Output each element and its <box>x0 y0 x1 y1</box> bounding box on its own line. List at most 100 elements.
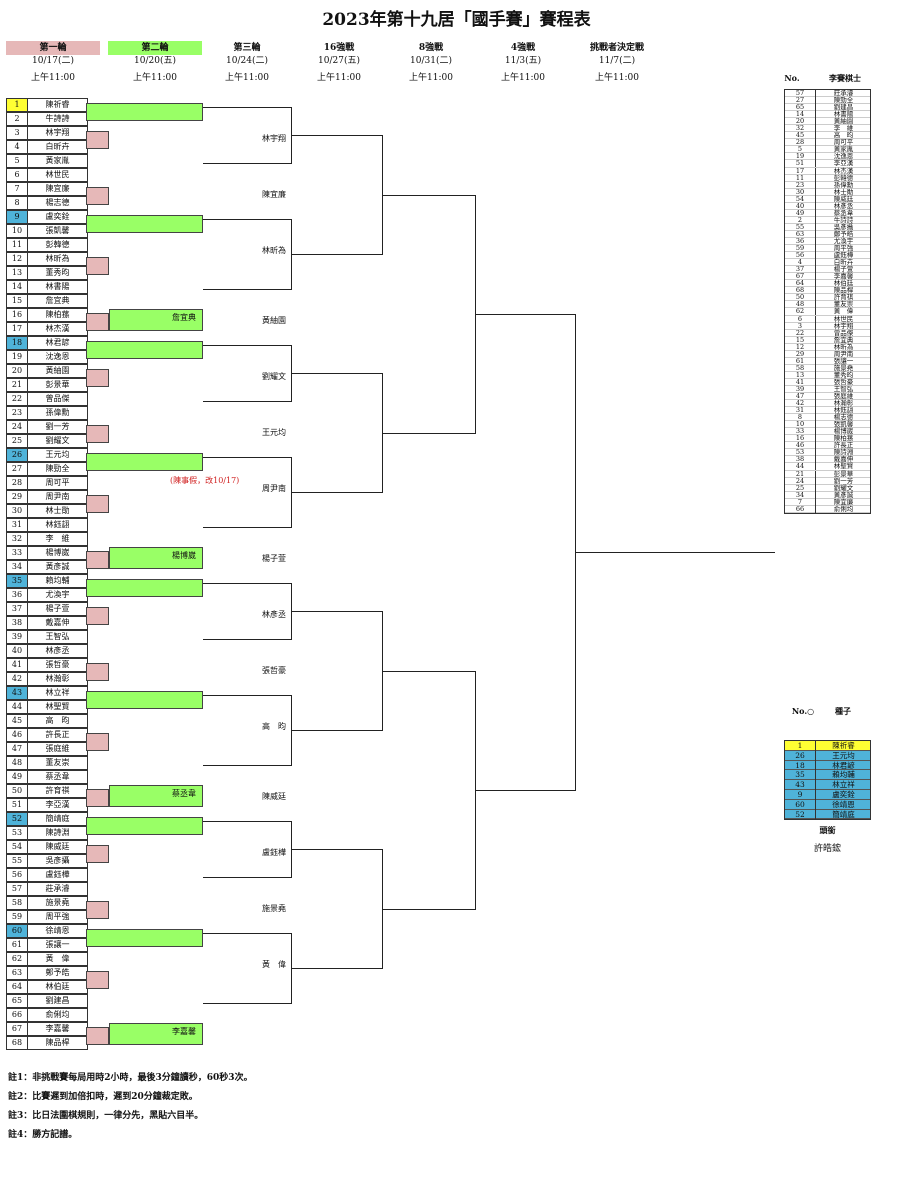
referee-number: 44 <box>795 462 805 471</box>
round1-match <box>86 901 109 919</box>
bracket-line <box>382 373 383 493</box>
player-number: 11 <box>7 239 28 251</box>
referee-row: 3 林宇翔 <box>785 322 870 330</box>
referee-name: 盧鈺樺 <box>815 252 871 260</box>
round2-match <box>86 215 203 233</box>
seed-row: 60 徐靖恩 <box>785 799 870 810</box>
seed-row: 9 盧奕銓 <box>785 789 870 800</box>
referee-row: 66 俞俐均 <box>785 505 870 513</box>
round-header: 16強戰 10/27(五) 上午11:00 <box>292 41 386 84</box>
referee-number: 21 <box>795 469 805 478</box>
player-name: 彭韓德 <box>45 240 70 249</box>
bracket-line <box>203 1003 292 1004</box>
referee-name: 張凱馨 <box>815 421 871 429</box>
referee-row: 54 陳威廷 <box>785 194 870 203</box>
referee-row: 14 林書陽 <box>785 111 870 119</box>
referee-number: 45 <box>795 131 805 140</box>
referee-name: 白昕卉 <box>815 259 871 267</box>
referee-number: 56 <box>795 251 805 260</box>
player-number: 5 <box>7 155 28 167</box>
referee-name: 黃家胤 <box>815 146 871 154</box>
player-number: 28 <box>7 477 28 489</box>
player-number: 37 <box>7 603 28 615</box>
referee-name: 莊承濬 <box>815 90 871 97</box>
referee-row: 34 黃彥誠 <box>785 491 870 499</box>
round-header: 第三輪 10/24(二) 上午11:00 <box>200 41 294 84</box>
player-row: 49 蔡丞韋 <box>6 770 88 784</box>
referee-row: 4 白昕卉 <box>785 258 871 267</box>
seed-number: 18 <box>795 760 805 770</box>
round3-winner-label: 張哲豪 <box>262 666 286 675</box>
player-name: 徐靖恩 <box>45 926 70 935</box>
player-number: 53 <box>7 827 28 839</box>
player-row: 6 林世民 <box>6 168 88 182</box>
player-row: 52 簡靖庭 <box>6 812 88 826</box>
referee-row: 49 蔡丞韋 <box>785 208 870 217</box>
round-date: 10/20(五) <box>134 56 176 66</box>
referee-number: 49 <box>795 208 805 217</box>
player-number: 20 <box>7 365 28 377</box>
referee-number: 50 <box>795 293 805 302</box>
referee-name: 林昕為 <box>815 343 871 351</box>
player-row: 56 盧鈺樺 <box>6 868 88 882</box>
player-row: 18 林君諺 <box>6 336 88 350</box>
player-name: 高 昀 <box>45 716 70 725</box>
player-number: 44 <box>7 701 28 713</box>
player-row: 40 林彥丞 <box>6 644 88 658</box>
player-row: 8 楊志德 <box>6 196 88 210</box>
seed-header-name: 種子 <box>835 706 851 716</box>
referee-row: 20 黃紬園 <box>785 118 870 126</box>
round-header: 第一輪 10/17(二) 上午11:00 <box>6 41 100 84</box>
bracket-line <box>203 401 292 402</box>
bracket-line <box>382 611 383 731</box>
referee-row: 58 施景堯 <box>785 364 870 372</box>
referee-number: 4 <box>797 258 803 267</box>
referee-row: 12 林昕為 <box>785 343 871 351</box>
player-row: 48 董友崇 <box>6 756 88 770</box>
bracket-line <box>476 313 575 315</box>
seed-row: 52 簡靖庭 <box>785 809 870 820</box>
player-row: 54 陳威廷 <box>6 840 88 854</box>
player-number: 13 <box>7 267 28 279</box>
player-name: 張哲豪 <box>45 660 70 669</box>
seed-row: 26 王元均 <box>785 750 870 761</box>
referee-row: 55 吳彥攝 <box>785 223 870 231</box>
player-number: 18 <box>7 337 28 349</box>
round2-winner-label: 詹宜典 <box>172 313 196 322</box>
referee-name: 許育祺 <box>815 294 871 302</box>
player-number: 22 <box>7 393 28 405</box>
player-row: 25 劉耀文 <box>6 434 88 448</box>
player-row: 15 詹宜典 <box>6 294 88 308</box>
referee-row: 13 董秀昀 <box>785 371 870 379</box>
referee-number: 2 <box>797 215 803 224</box>
player-number: 32 <box>7 533 28 545</box>
player-number: 66 <box>7 1009 28 1021</box>
referee-name: 曾品傑 <box>815 329 871 337</box>
referee-name: 黃 偉 <box>815 308 871 316</box>
referee-row: 6 林世民 <box>785 315 870 323</box>
player-name: 尤渙宇 <box>45 590 70 599</box>
player-number: 63 <box>7 967 28 979</box>
referee-number: 16 <box>795 434 805 443</box>
title-holder-name: 許皓鋐 <box>813 844 841 854</box>
player-row: 62 黃 偉 <box>6 952 88 966</box>
player-name: 周可平 <box>45 478 70 487</box>
player-name: 陳品桿 <box>45 1038 70 1047</box>
round3-winner-label: 黃 偉 <box>262 960 286 969</box>
player-row: 44 林聖賢 <box>6 700 88 714</box>
referee-name: 劉耀文 <box>815 484 871 492</box>
referee-row: 23 孫偉勳 <box>785 180 870 189</box>
round2-match <box>86 929 203 947</box>
bracket-line <box>291 107 292 164</box>
round1-match <box>86 131 109 149</box>
player-name: 盧鈺樺 <box>45 870 70 879</box>
referee-number: 54 <box>795 194 805 203</box>
referee-number: 23 <box>795 180 805 189</box>
round2-match <box>109 785 203 807</box>
player-name: 劉耀文 <box>45 436 70 445</box>
player-row: 47 張庭維 <box>6 742 88 756</box>
player-number: 36 <box>7 589 28 601</box>
referee-name: 許長正 <box>815 442 871 450</box>
player-row: 9 盧奕銓 <box>6 210 88 224</box>
